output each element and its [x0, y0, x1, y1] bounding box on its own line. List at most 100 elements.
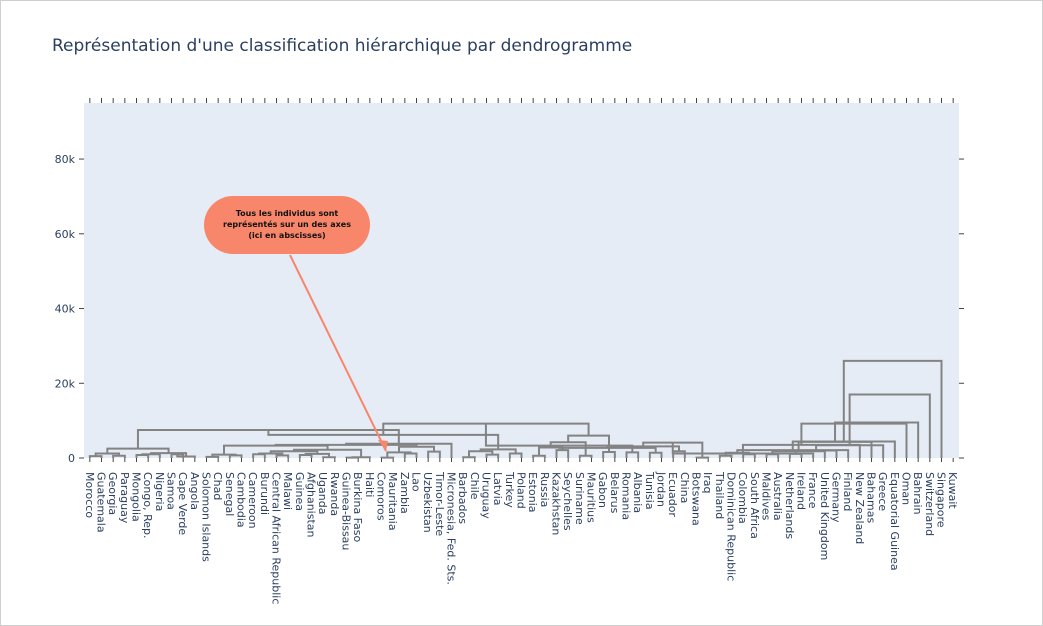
- dendrogram-link: [606, 445, 680, 452]
- x-tick-label: Romania: [620, 472, 633, 520]
- dendrogram-link: [718, 454, 733, 458]
- x-tick-label: Mongolia: [130, 472, 143, 522]
- x-tick-label: Dominican Republic: [725, 472, 738, 581]
- dendrogram-link: [672, 450, 686, 458]
- dendrogram-link: [842, 359, 943, 458]
- x-tick-label: Equatorial Guinea: [888, 472, 901, 571]
- x-tick-label: Thailand: [713, 471, 726, 519]
- y-tick-label: 0: [68, 452, 75, 465]
- dendrogram-link: [791, 440, 896, 458]
- x-tick-label: Kuwait: [946, 472, 959, 509]
- x-tick-label: Timor-Leste: [433, 471, 446, 536]
- x-tick-label: Comoros: [375, 472, 388, 521]
- x-tick-label: Bahamas: [865, 472, 878, 523]
- x-tick-label: New Zealand: [853, 472, 866, 544]
- dendrogram-link: [94, 452, 120, 457]
- x-tick-label: Lao: [410, 472, 423, 492]
- x-tick-label: Burkina Faso: [351, 472, 364, 542]
- x-tick-label: Germany: [830, 472, 843, 523]
- dendrogram-link: [625, 451, 640, 458]
- x-tick-label: Albania: [631, 472, 644, 513]
- x-tick-label: South Africa: [748, 472, 761, 539]
- dendrogram-link: [112, 454, 126, 458]
- x-tick-label: Senegal: [223, 472, 236, 516]
- dendrogram-link: [462, 456, 476, 459]
- x-tick-label: Chad: [211, 472, 224, 500]
- dendrogram-link: [267, 429, 500, 450]
- dendrogram-link: [578, 454, 593, 458]
- dendrogram-link: [834, 421, 920, 458]
- dendrogram-link: [508, 452, 523, 458]
- x-tick-label: Chile: [468, 472, 481, 500]
- dendrogram-link: [555, 449, 570, 458]
- x-tick-label: Bahrain: [911, 472, 924, 515]
- dendrogram-link: [403, 452, 418, 458]
- x-tick-label: Russia: [538, 472, 551, 507]
- dendrogram-link: [485, 453, 500, 458]
- x-tick-label: Iraq: [701, 472, 714, 494]
- plot-area: [84, 103, 959, 458]
- dendrogram-link: [800, 422, 908, 458]
- dendrogram-link: [567, 434, 610, 453]
- x-tick-label: Belarus: [608, 472, 621, 514]
- x-tick-label: Nigeria: [153, 472, 166, 511]
- dendrogram-link: [386, 451, 412, 458]
- x-tick-label: Uganda: [316, 472, 329, 514]
- x-tick-label: Cape Verde: [176, 472, 189, 535]
- y-tick-label: 80k: [55, 153, 76, 166]
- x-tick-label: Turkey: [503, 471, 516, 508]
- x-tick-label: Morocco: [83, 472, 96, 518]
- dendrogram-link: [322, 456, 336, 459]
- x-tick-label: Colombia: [736, 472, 749, 524]
- dendrogram-link: [468, 450, 494, 458]
- y-tick-label: 40k: [55, 303, 76, 316]
- x-tick-label: Botswana: [690, 472, 703, 526]
- annotation-text: (ici en abscisses): [248, 231, 325, 240]
- dendrogram-link: [88, 455, 103, 458]
- x-tick-label: Kazakhstan: [550, 472, 563, 535]
- annotation-arrow: [289, 254, 387, 452]
- x-tick-label: Finland: [841, 472, 854, 511]
- x-tick-label: Greece: [876, 472, 889, 511]
- chart-title: Représentation d'une classification hiér…: [52, 36, 633, 56]
- x-tick-label: United Kingdom: [818, 472, 831, 560]
- x-tick-label: Uruguay: [480, 472, 493, 519]
- x-tick-label: Guinea: [293, 472, 306, 511]
- x-tick-label: Uzbekistan: [421, 472, 434, 533]
- x-tick-label: Guinea-Bissau: [340, 472, 353, 550]
- y-tick-label: 20k: [55, 377, 76, 390]
- dendrogram-link: [558, 445, 657, 453]
- x-tick-label: Angola: [188, 472, 201, 510]
- x-tick-label: Seychelles: [561, 472, 574, 531]
- dendrogram-link: [351, 456, 371, 459]
- x-tick-label: Gabon: [596, 472, 609, 508]
- x-tick-label: Barbados: [456, 472, 469, 524]
- x-tick-label: Georgia: [106, 472, 119, 515]
- x-tick-label: Malawi: [281, 472, 294, 510]
- x-tick-label: Netherlands: [783, 472, 796, 539]
- y-tick-label: 60k: [55, 228, 76, 241]
- x-tick-label: France: [806, 472, 819, 509]
- x-tick-label: Singapore: [935, 472, 948, 528]
- x-tick-label: Switzerland: [923, 472, 936, 536]
- x-tick-label: Tunisia: [643, 471, 656, 510]
- x-tick-label: Paraguay: [118, 472, 131, 524]
- x-tick-label: China: [678, 472, 691, 503]
- annotation-text: représentés sur un des axes: [223, 219, 351, 229]
- x-tick-label: Samoa: [165, 472, 178, 510]
- x-tick-label: Solomon Islands: [200, 472, 213, 562]
- dendrogram-link: [671, 442, 815, 458]
- x-tick-label: Guatemala: [95, 472, 108, 533]
- x-tick-label: Cameroon: [246, 472, 259, 529]
- x-tick-label: Poland: [515, 472, 528, 509]
- x-tick-label: Cambodia: [235, 472, 248, 528]
- x-tick-label: Afghanistan: [305, 472, 318, 538]
- dendrogram-link: [532, 454, 546, 458]
- dendrogram-link: [382, 422, 590, 436]
- x-tick-label: Latvia: [491, 472, 504, 506]
- x-tick-label: Maldives: [760, 472, 773, 521]
- dendrogram-link: [269, 450, 319, 454]
- x-tick-label: Ecuador: [666, 472, 679, 517]
- annotation-text: Tous les individus sont: [236, 209, 339, 218]
- dendrogram-link: [736, 449, 850, 458]
